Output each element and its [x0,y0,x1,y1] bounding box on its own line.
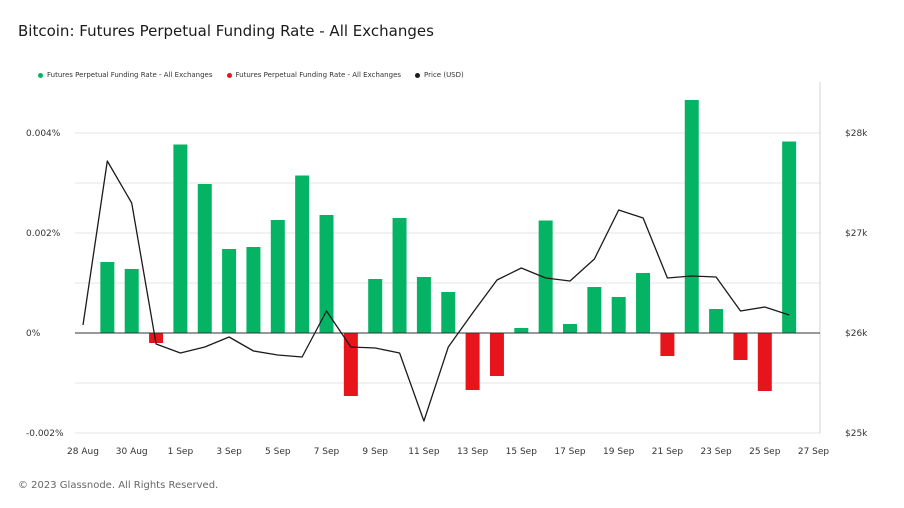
bar-positive [392,218,407,333]
bar-positive [368,279,383,333]
bar-negative [465,333,480,390]
y-left-tick-label: 0.002% [26,229,61,239]
bar-negative [149,333,164,343]
y-left-tick-label: 0% [26,329,41,339]
bar-negative [343,333,358,396]
bar-positive [514,328,529,333]
y-right-tick-label: $26k [845,329,868,339]
bar-positive [441,292,456,333]
y-left-tick-label: 0.004% [26,129,61,139]
bar-positive [124,269,139,333]
x-tick-label: 27 Sep [798,447,830,457]
x-tick-label: 15 Sep [506,447,538,457]
x-tick-label: 25 Sep [749,447,781,457]
x-tick-label: 21 Sep [652,447,684,457]
x-tick-label: 19 Sep [603,447,635,457]
x-tick-label: 28 Aug [67,447,99,457]
price-line [82,160,790,422]
x-tick-label: 11 Sep [408,447,440,457]
bar-positive [709,309,724,333]
bar-positive [222,249,237,333]
legend-item-price[interactable]: Price (USD) [415,71,464,79]
x-tick-label: 13 Sep [457,447,489,457]
bar-positive [538,220,553,333]
legend: Futures Perpetual Funding Rate - All Exc… [38,71,464,79]
x-tick-label: 3 Sep [216,447,242,457]
bar-positive [270,220,285,333]
legend-label: Futures Perpetual Funding Rate - All Exc… [47,71,213,79]
y-left-tick-label: -0.002% [26,429,64,439]
bar-positive [636,273,651,333]
copyright-footer: © 2023 Glassnode. All Rights Reserved. [18,480,219,491]
bar-negative [733,333,748,360]
funding-rate-chart: 0.004% 0.002% 0% -0.002% $28k $27k $26k $25k 28 … [26,82,868,457]
legend-item-funding-positive[interactable]: Futures Perpetual Funding Rate - All Exc… [38,71,213,79]
bar-positive [611,297,626,333]
bar-positive [100,262,115,333]
legend-item-funding-negative[interactable]: Futures Perpetual Funding Rate - All Exc… [226,71,402,79]
bar-positive [587,287,602,333]
x-tick-label: 7 Sep [314,447,340,457]
legend-marker-black [415,72,421,78]
chart-title: Bitcoin: Futures Perpetual Funding Rate … [18,22,434,40]
x-tick-label: 30 Aug [116,447,148,457]
legend-marker-green [38,72,43,78]
bar-positive [319,215,334,333]
x-tick-label: 1 Sep [168,447,194,457]
bar-negative [660,333,675,356]
bar-negative [489,333,504,376]
legend-label: Price (USD) [424,71,464,79]
x-tick-label: 17 Sep [554,447,586,457]
bar-positive [246,247,261,333]
x-tick-label: 23 Sep [700,447,732,457]
x-tick-label: 9 Sep [362,447,388,457]
y-right-tick-label: $27k [845,229,868,239]
y-right-tick-label: $25k [845,429,868,439]
legend-marker-red [226,72,232,78]
bar-positive [563,324,577,333]
y-right-tick-label: $28k [845,129,868,139]
bar-negative [757,333,772,391]
bar-positive [416,277,431,333]
bar-positive [295,175,310,333]
legend-label: Futures Perpetual Funding Rate - All Exc… [235,71,402,79]
bar-positive [197,184,212,333]
x-tick-label: 5 Sep [265,447,291,457]
bar-positive [684,100,699,333]
bar-positive [782,141,797,333]
bar-positive [173,144,188,333]
